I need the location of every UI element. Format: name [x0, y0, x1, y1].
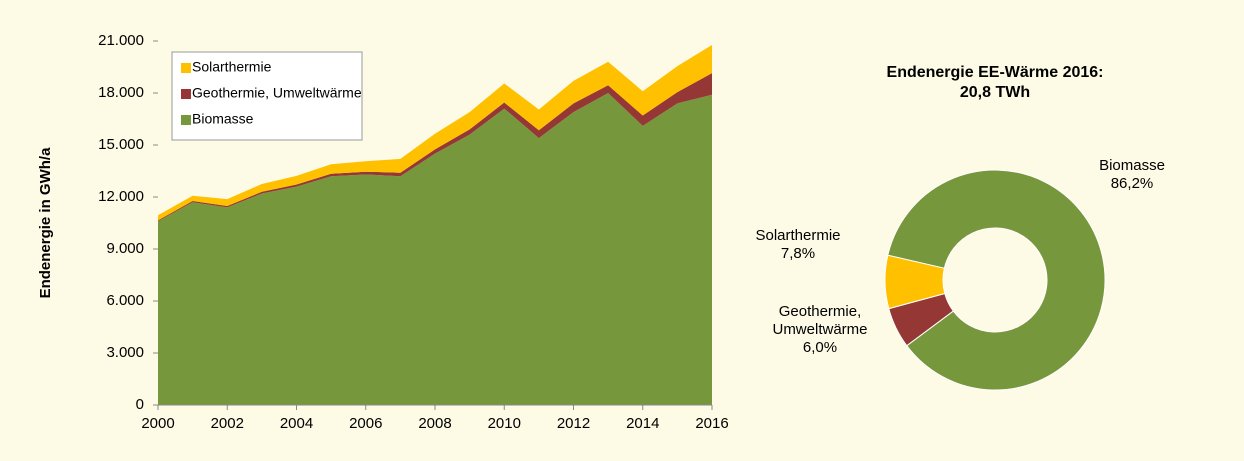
- pie-slice: [884, 254, 946, 310]
- legend-swatch: [181, 63, 191, 73]
- x-tick-label: 2006: [349, 415, 382, 432]
- pie-subtitle: 20,8 TWh: [960, 84, 1030, 101]
- legend-label: Geothermie, Umweltwärme: [192, 85, 362, 101]
- x-tick-label: 2014: [626, 415, 659, 432]
- area: [158, 93, 712, 405]
- slice-label: Biomasse 86,2%: [1067, 157, 1197, 193]
- y-tick-label: 0: [136, 396, 144, 413]
- y-tick-label: 6.000: [106, 292, 144, 309]
- x-tick-label: 2008: [418, 415, 451, 432]
- legend-swatch: [181, 89, 191, 99]
- y-axis-title: Endenergie in GWh/a: [37, 147, 54, 299]
- x-tick-label: 2016: [695, 415, 728, 432]
- y-tick-label: 18.000: [98, 84, 144, 101]
- x-tick-label: 2002: [211, 415, 244, 432]
- y-tick-label: 3.000: [106, 344, 144, 361]
- y-tick-label: 15.000: [98, 136, 144, 153]
- area: [158, 73, 712, 222]
- x-tick-label: 2004: [280, 415, 313, 432]
- y-tick-label: 21.000: [98, 32, 144, 49]
- x-tick-label: 2012: [557, 415, 590, 432]
- legend-label: Biomasse: [192, 111, 254, 127]
- legend-box: [171, 51, 363, 141]
- slice-label-line: 86,2%: [1110, 175, 1154, 192]
- slice-label-line: 6,0%: [802, 339, 838, 356]
- slice-label: Solarthermie 7,8%: [733, 227, 863, 263]
- slice-label-line: 7,8%: [780, 245, 816, 262]
- x-tick-label: 2000: [141, 415, 174, 432]
- pie-title: Endenergie EE-Wärme 2016:: [887, 64, 1104, 81]
- x-tick-label: 2010: [488, 415, 521, 432]
- slice-label-line: Solarthermie: [755, 227, 841, 244]
- y-tick-label: 9.000: [106, 240, 144, 257]
- legend-label: Solarthermie: [192, 59, 272, 75]
- slice-label-line: Biomasse: [1099, 157, 1165, 174]
- slice-label-line: Geothermie, Umweltwärme: [772, 303, 868, 338]
- legend-swatch: [181, 115, 191, 125]
- slice-label: Geothermie, Umweltwärme 6,0%: [765, 303, 875, 357]
- pie-slice: [887, 169, 1106, 391]
- area: [158, 44, 712, 221]
- y-tick-label: 12.000: [98, 188, 144, 205]
